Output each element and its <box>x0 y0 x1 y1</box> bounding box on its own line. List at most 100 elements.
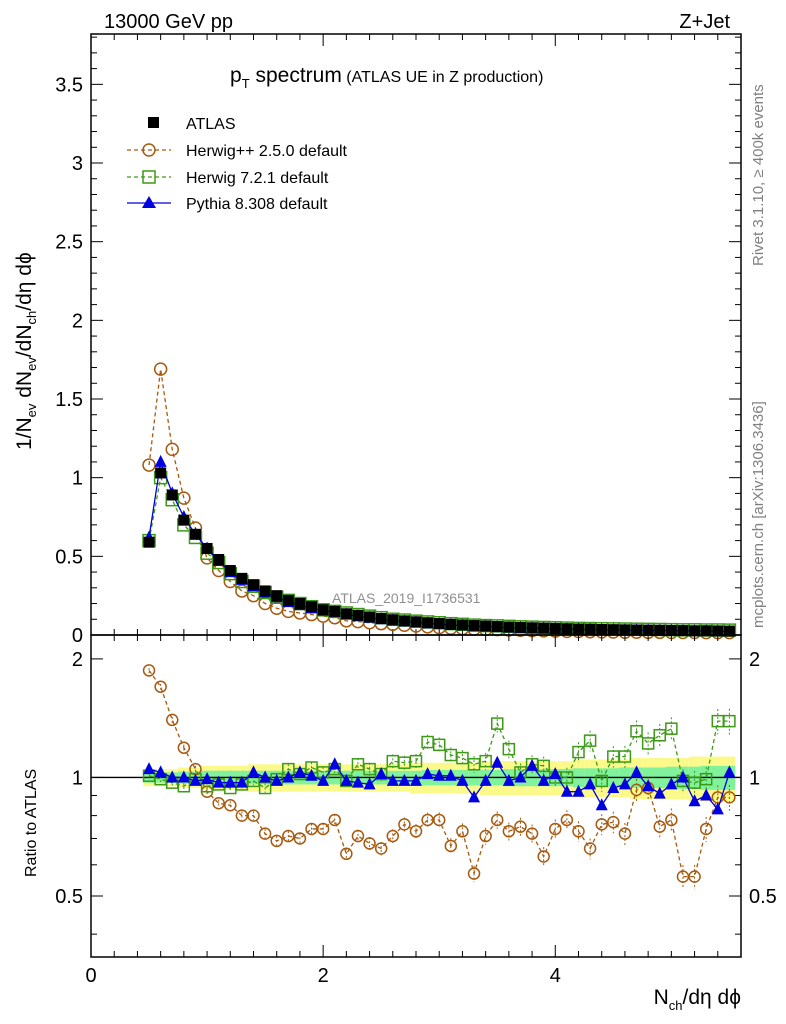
ratio-pythia-point <box>723 765 736 778</box>
title-subscript: T <box>242 76 250 91</box>
ratio-pythia-point <box>305 768 318 781</box>
main-atlas-point <box>282 594 294 606</box>
ratio-herwig25-point <box>316 822 330 836</box>
ratio-pythia-point <box>282 770 295 783</box>
main-y-tick-label: 0.5 <box>55 546 83 568</box>
ratio-herwig25-point <box>491 813 504 827</box>
ratio-pythia-point <box>270 773 283 786</box>
title-extra: (ATLAS UE in Z production) <box>342 69 544 86</box>
ratio-herwig25-point <box>572 825 585 838</box>
main-atlas-point <box>398 615 410 627</box>
ratio-pythia-point <box>317 773 330 786</box>
ratio-herwig25-point <box>583 842 597 855</box>
ratio-pythia-point <box>235 775 248 788</box>
main-atlas-point <box>665 624 677 636</box>
ratio-herwig25-point <box>224 798 237 812</box>
ratio-herwig25-point <box>618 827 632 840</box>
ratio-pythia-point <box>340 773 353 786</box>
main-atlas-point <box>410 616 422 628</box>
ratio-herwig25-point <box>166 713 179 727</box>
main-atlas-point <box>317 604 329 616</box>
ratio-herwig25-point <box>270 834 283 848</box>
main-y-tick-label: 3 <box>72 153 83 175</box>
ratio-herwig25-point <box>363 837 376 850</box>
main-atlas-point <box>584 623 596 635</box>
main-atlas-point <box>723 625 735 637</box>
ratio-y-tick-label-left: 2 <box>72 649 83 671</box>
main-y-tick-label: 1.5 <box>55 389 83 411</box>
main-atlas-point <box>561 623 573 635</box>
ratio-pythia-point <box>143 762 156 775</box>
main-atlas-point <box>607 624 619 636</box>
main-atlas-point <box>155 467 167 479</box>
ratio-pythia-point <box>224 775 237 788</box>
main-y-axis-title: 1/Nev dNev/dNch/dη dϕ <box>13 252 39 450</box>
legend-herwig72-marker <box>142 170 156 184</box>
ratio-pythia-point <box>665 777 678 790</box>
ratio-y-tick-label-right: 1 <box>749 767 760 789</box>
ratio-pythia-point <box>247 765 260 778</box>
ratio-pythia-point <box>618 777 631 790</box>
ratio-herwig25-point <box>247 809 260 822</box>
ratio-series-group <box>142 664 736 890</box>
ratio-pythia-point <box>293 765 306 778</box>
ratio-pythia-point <box>479 773 492 786</box>
main-atlas-point <box>677 625 689 637</box>
ratio-herwig25-point <box>432 813 446 827</box>
ratio-pythia-point <box>154 765 167 778</box>
ratio-herwig25-point <box>386 829 400 843</box>
ratio-herwig72-point <box>432 738 446 752</box>
ratio-pythia-point <box>363 777 376 790</box>
main-atlas-point <box>306 601 318 613</box>
ratio-pythia-point <box>572 784 585 797</box>
ratio-pythia-point <box>259 770 272 783</box>
legend: ATLAS Herwig++ 2.5.0 default Herwig 7.2.… <box>127 116 348 213</box>
ratio-pythia-point <box>642 779 655 792</box>
ratio-herwig25-point <box>444 839 458 853</box>
main-atlas-point <box>248 579 259 591</box>
main-atlas-point <box>364 611 376 623</box>
ratio-pythia-point <box>421 767 434 780</box>
analysis-watermark: ATLAS_2019_I1736531 <box>332 590 481 606</box>
ratio-y-axis-title: Ratio to ATLAS <box>23 769 40 877</box>
main-atlas-point <box>456 619 468 631</box>
ratio-herwig72-point <box>583 734 597 747</box>
main-atlas-point <box>491 621 503 633</box>
main-atlas-point <box>619 624 631 636</box>
ratio-pythia-point <box>386 773 399 786</box>
ratio-herwig25-point <box>456 825 469 838</box>
ratio-herwig25-point <box>340 847 353 861</box>
main-atlas-point <box>700 625 712 637</box>
ratio-pythia-point <box>630 765 643 778</box>
ratio-herwig25-point <box>212 796 225 810</box>
main-atlas-point <box>712 625 724 637</box>
x-tick-label: 4 <box>550 965 561 987</box>
main-atlas-point <box>503 621 515 633</box>
main-atlas-point <box>201 542 213 554</box>
main-atlas-point <box>468 620 480 632</box>
main-plot-title: pT spectrum (ATLAS UE in Z production) <box>230 64 543 91</box>
main-herwig25-point <box>165 442 179 457</box>
main-atlas-point <box>596 623 608 635</box>
legend-atlas-label: ATLAS <box>186 116 236 133</box>
main-herwig25-point <box>235 584 249 598</box>
main-atlas-point <box>294 598 306 610</box>
ratio-herwig72-point <box>491 717 504 730</box>
ratio-herwig25-point <box>549 822 562 836</box>
ratio-y-tick-label-right: 0.5 <box>749 886 777 908</box>
ratio-herwig25-line <box>148 670 730 878</box>
ratio-pythia-point <box>410 773 422 786</box>
ratio-pythia-point <box>444 768 457 781</box>
header-energy-label: 13000 GeV pp <box>104 11 233 33</box>
ratio-pythia-point <box>537 773 550 786</box>
main-y-tick-label: 1 <box>72 468 83 490</box>
ratio-pythia-point <box>595 798 608 811</box>
mcplots-credit-label: mcplots.cern.ch [arXiv:1306.3436] <box>750 401 767 628</box>
ratio-herwig25-point <box>525 827 539 840</box>
ratio-pythia-point <box>526 758 539 771</box>
main-atlas-point <box>526 622 538 634</box>
main-atlas-point <box>538 622 550 634</box>
main-atlas-point <box>689 625 701 637</box>
legend-atlas-marker <box>148 117 159 128</box>
main-atlas-point <box>143 536 155 548</box>
